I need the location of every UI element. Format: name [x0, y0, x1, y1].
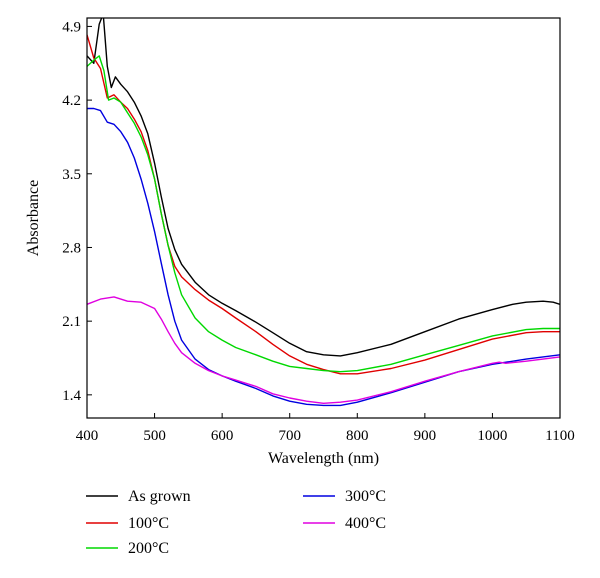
- x-tick-label: 900: [414, 428, 437, 444]
- series-line-400-c: [87, 296, 560, 404]
- x-tick-label: 700: [278, 428, 301, 444]
- x-tick-label: 800: [346, 428, 369, 444]
- legend: As grown 100°C 200°C 300°C 400°C: [86, 488, 386, 557]
- x-axis: 400 500 600 700 800 900 1000 1100: [76, 413, 575, 444]
- x-tick-label: 500: [143, 428, 166, 444]
- y-tick-label: 2.8: [62, 240, 81, 256]
- y-tick-label: 3.5: [62, 167, 81, 183]
- y-tick-label: 4.9: [62, 19, 81, 35]
- y-tick-label: 2.1: [62, 314, 81, 330]
- x-tick-label: 1100: [545, 428, 574, 444]
- y-axis: 1.4 2.1 2.8 3.5 4.2 4.9: [62, 19, 92, 404]
- series-line-200-c: [87, 55, 560, 373]
- x-tick-label: 400: [76, 428, 99, 444]
- plot-frame: [86, 17, 561, 419]
- series-line-300-c: [87, 107, 560, 407]
- legend-label: 400°C: [345, 515, 386, 532]
- x-tick-label: 1000: [477, 428, 507, 444]
- legend-label: 300°C: [345, 488, 386, 505]
- series-line-as-grown: [87, 18, 560, 357]
- y-tick-label: 1.4: [62, 388, 81, 404]
- series-line-100-c: [87, 34, 560, 375]
- legend-label: 200°C: [128, 540, 169, 557]
- legend-label: 100°C: [128, 515, 169, 532]
- legend-label: As grown: [128, 488, 191, 505]
- y-axis-title: Absorbance: [25, 180, 42, 256]
- x-tick-label: 600: [211, 428, 234, 444]
- series-layer: [87, 18, 560, 407]
- x-axis-title: Wavelength (nm): [268, 450, 379, 467]
- y-tick-label: 4.2: [62, 93, 81, 109]
